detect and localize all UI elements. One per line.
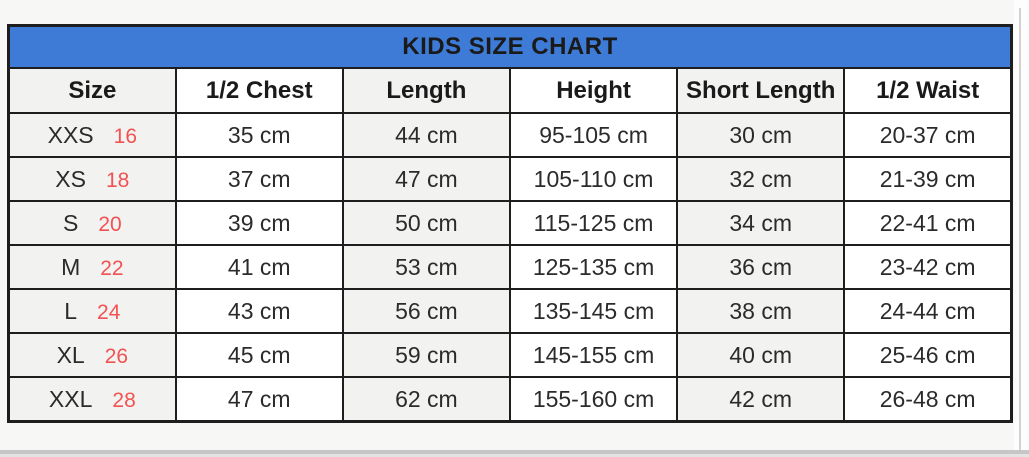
length-cell: 44 cm xyxy=(341,112,511,158)
half-waist-cell: 23-42 cm xyxy=(843,244,1013,290)
col-header-half-waist: 1/2 Waist xyxy=(843,67,1013,114)
table-row-xxs: XXS 16 35 cm 44 cm 95-105 cm 30 cm 20-37… xyxy=(7,112,1013,158)
column-header-row: Size 1/2 Chest Length Height Short Lengt… xyxy=(7,67,1013,114)
half-chest-cell: 35 cm xyxy=(174,112,344,158)
table-row-l: L 24 43 cm 56 cm 135-145 cm 38 cm 24-44 … xyxy=(7,288,1013,334)
length-cell: 53 cm xyxy=(341,244,511,290)
height-cell: 145-155 cm xyxy=(508,332,679,378)
scrollbar-track-line[interactable] xyxy=(1019,8,1021,457)
chart-title: KIDS SIZE CHART xyxy=(7,24,1013,69)
half-chest-cell: 43 cm xyxy=(174,288,344,334)
table-row-xxl: XXL 28 47 cm 62 cm 155-160 cm 42 cm 26-4… xyxy=(7,376,1013,423)
height-cell: 105-110 cm xyxy=(508,156,679,202)
short-length-cell: 30 cm xyxy=(676,112,846,158)
size-number: 18 xyxy=(105,168,130,192)
size-cell: XXL 28 xyxy=(7,376,177,423)
size-number: 20 xyxy=(98,212,122,236)
col-header-short-length: Short Length xyxy=(676,67,846,114)
length-cell: 59 cm xyxy=(341,332,511,378)
table-row-m: M 22 41 cm 53 cm 125-135 cm 36 cm 23-42 … xyxy=(7,244,1013,290)
half-chest-cell: 47 cm xyxy=(174,376,344,423)
window-bottom-shadow xyxy=(0,454,1029,457)
table-row-xs: XS 18 37 cm 47 cm 105-110 cm 32 cm 21-39… xyxy=(7,156,1013,202)
size-label: M xyxy=(61,253,81,280)
table-title-row: KIDS SIZE CHART xyxy=(7,24,1013,69)
half-waist-cell: 22-41 cm xyxy=(843,200,1013,246)
length-cell: 47 cm xyxy=(341,156,511,202)
height-cell: 135-145 cm xyxy=(508,288,679,334)
window-bottom-edge xyxy=(0,450,1029,454)
short-length-cell: 40 cm xyxy=(676,332,846,378)
size-cell: XXS 16 xyxy=(7,112,177,158)
length-cell: 62 cm xyxy=(341,376,511,423)
col-header-length: Length xyxy=(341,67,511,114)
page-right-gutter xyxy=(1014,0,1029,457)
table-row-s: S 20 39 cm 50 cm 115-125 cm 34 cm 22-41 … xyxy=(7,200,1013,246)
half-waist-cell: 20-37 cm xyxy=(843,112,1013,158)
size-cell: S 20 xyxy=(7,200,177,246)
half-waist-cell: 25-46 cm xyxy=(843,332,1013,378)
short-length-cell: 34 cm xyxy=(676,200,846,246)
height-cell: 125-135 cm xyxy=(508,244,679,290)
half-chest-cell: 41 cm xyxy=(174,244,344,290)
size-number: 28 xyxy=(112,388,136,412)
size-number: 16 xyxy=(113,124,138,148)
short-length-cell: 42 cm xyxy=(676,376,846,423)
size-label: XS xyxy=(55,165,86,192)
col-header-height: Height xyxy=(508,67,679,114)
size-number: 24 xyxy=(97,300,121,324)
length-cell: 56 cm xyxy=(341,288,511,334)
size-number: 22 xyxy=(100,256,124,280)
col-header-half-chest: 1/2 Chest xyxy=(174,67,344,114)
height-cell: 155-160 cm xyxy=(508,376,679,423)
size-label: S xyxy=(62,209,79,236)
short-length-cell: 32 cm xyxy=(676,156,846,202)
half-chest-cell: 39 cm xyxy=(174,200,344,246)
half-chest-cell: 37 cm xyxy=(174,156,344,202)
short-length-cell: 36 cm xyxy=(676,244,846,290)
height-cell: 95-105 cm xyxy=(508,112,679,158)
table-row-xl: XL 26 45 cm 59 cm 145-155 cm 40 cm 25-46… xyxy=(7,332,1013,378)
size-label: XXL xyxy=(48,385,93,412)
half-waist-cell: 26-48 cm xyxy=(843,376,1013,423)
size-cell: M 22 xyxy=(7,244,177,290)
size-cell: XS 18 xyxy=(7,156,177,202)
size-label: XXS xyxy=(47,121,94,148)
half-waist-cell: 21-39 cm xyxy=(843,156,1013,202)
half-waist-cell: 24-44 cm xyxy=(843,288,1013,334)
size-label: L xyxy=(64,297,78,324)
size-cell: XL 26 xyxy=(7,332,177,378)
height-cell: 115-125 cm xyxy=(508,200,679,246)
short-length-cell: 38 cm xyxy=(676,288,846,334)
kids-size-chart-table: KIDS SIZE CHART Size 1/2 Chest Length He… xyxy=(7,24,1013,423)
size-label: XL xyxy=(56,341,85,368)
half-chest-cell: 45 cm xyxy=(174,332,344,378)
size-number: 26 xyxy=(104,344,129,368)
size-cell: L 24 xyxy=(7,288,177,334)
length-cell: 50 cm xyxy=(341,200,511,246)
col-header-size: Size xyxy=(7,67,177,114)
